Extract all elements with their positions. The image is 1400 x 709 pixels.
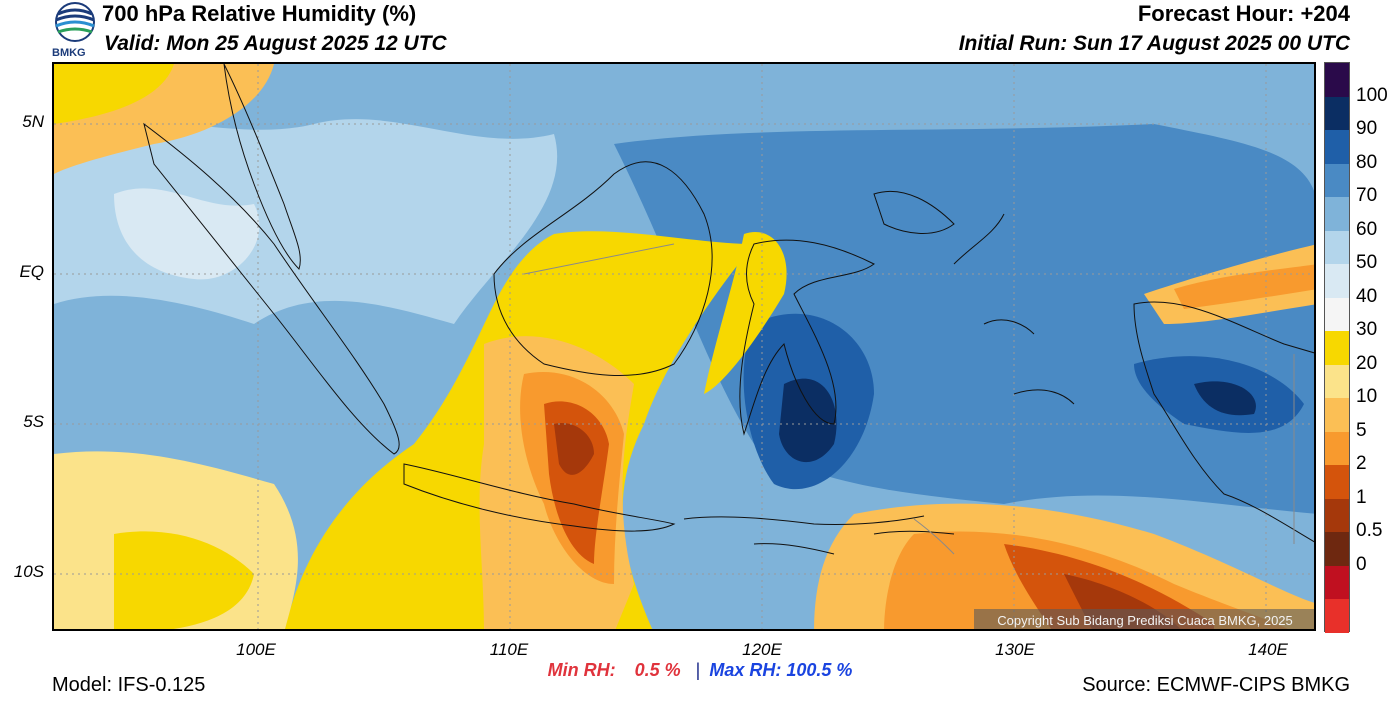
lon-label-130e: 130E	[995, 640, 1035, 659]
colorbar-segment	[1325, 297, 1349, 332]
source-label: Source: ECMWF-CIPS BMKG	[1082, 674, 1350, 696]
colorbar-segment	[1325, 264, 1349, 299]
colorbar-segment	[1325, 197, 1349, 232]
min-rh-label: Min RH:	[547, 660, 616, 680]
rh-stats: Min RH: 0.5 % | Max RH: 100.5 %	[0, 660, 1400, 681]
lon-label-120e: 120E	[742, 640, 782, 659]
colorbar-label: 100	[1356, 84, 1388, 106]
colorbar-label: 2	[1356, 453, 1367, 475]
colorbar-segment	[1325, 163, 1349, 198]
lon-label-100e: 100E	[236, 640, 276, 659]
model-label: Model: IFS-0.125	[52, 674, 206, 696]
lat-label-5n: 5N	[22, 112, 44, 131]
colorbar-segment	[1325, 96, 1349, 131]
colorbar-label: 10	[1356, 386, 1378, 408]
colorbar-label: 60	[1356, 218, 1378, 240]
max-rh-label: Max RH: 100.5 %	[709, 660, 853, 680]
lat-label-10s: 10S	[13, 562, 44, 581]
chart-title: 700 hPa Relative Humidity (%)	[102, 1, 417, 26]
forecast-hour: Forecast Hour: +204	[1137, 1, 1350, 26]
colorbar-segment	[1325, 565, 1349, 600]
colorbar-segment	[1325, 130, 1349, 165]
colorbar-label: 30	[1356, 319, 1378, 341]
colorbar-segment	[1325, 398, 1349, 433]
colorbar	[1324, 62, 1350, 634]
colorbar-label: 90	[1356, 118, 1378, 140]
humidity-field	[54, 64, 1314, 629]
lat-label-eq: EQ	[19, 262, 44, 281]
colorbar-label: 20	[1356, 352, 1378, 374]
colorbar-segment	[1325, 331, 1349, 366]
colorbar-label: 80	[1356, 151, 1378, 173]
humidity-map[interactable]: Copyright Sub Bidang Prediksi Cuaca BMKG…	[52, 62, 1316, 631]
lon-label-140e: 140E	[1248, 640, 1288, 659]
colorbar-label: 50	[1356, 252, 1378, 274]
bmkg-logo: BMKG	[50, 0, 100, 60]
lat-label-5s: 5S	[23, 412, 44, 431]
valid-time: Valid: Mon 25 August 2025 12 UTC	[104, 32, 447, 55]
initial-run: Initial Run: Sun 17 August 2025 00 UTC	[958, 32, 1350, 55]
min-rh-value: 0.5 %	[634, 660, 681, 680]
colorbar-segment	[1325, 364, 1349, 399]
colorbar-label: 0.5	[1356, 520, 1383, 542]
logo-text: BMKG	[52, 47, 86, 59]
copyright-note: Copyright Sub Bidang Prediksi Cuaca BMKG…	[974, 609, 1314, 629]
colorbar-segment	[1325, 599, 1349, 634]
colorbar-label: 1	[1356, 486, 1367, 508]
colorbar-label: 70	[1356, 185, 1378, 207]
colorbar-label: 5	[1356, 419, 1367, 441]
colorbar-label: 0	[1356, 553, 1367, 575]
stats-separator: |	[695, 660, 701, 680]
colorbar-label: 40	[1356, 285, 1378, 307]
colorbar-segment	[1325, 230, 1349, 265]
colorbar-segment	[1325, 532, 1349, 567]
lon-label-110e: 110E	[489, 640, 529, 659]
colorbar-segment	[1325, 465, 1349, 500]
colorbar-segment	[1325, 431, 1349, 466]
colorbar-segment	[1325, 63, 1349, 98]
colorbar-segment	[1325, 498, 1349, 533]
